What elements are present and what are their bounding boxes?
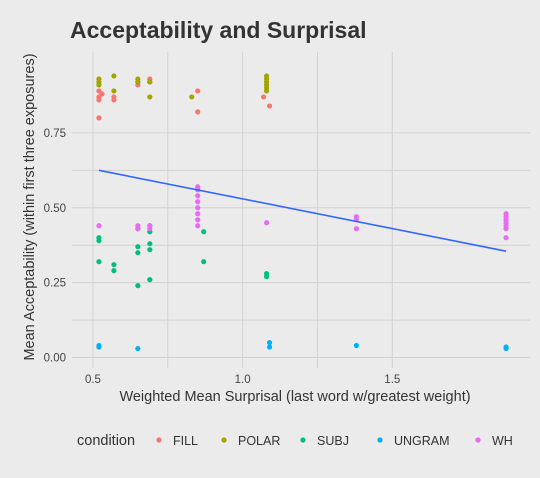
data-point-polar: [135, 79, 141, 85]
data-point-ungram: [135, 345, 141, 352]
data-point-subj: [111, 262, 117, 268]
data-point-polar: [111, 88, 117, 94]
legend-label-fill: FILL: [173, 434, 198, 448]
data-point-subj: [135, 283, 141, 289]
data-point-subj: [96, 259, 102, 265]
data-point-subj: [147, 241, 153, 247]
legend-key-polar: [221, 437, 227, 443]
legend-key-wh: [475, 437, 481, 443]
data-point-subj: [263, 274, 270, 280]
data-point-polar: [147, 94, 153, 100]
data-point-ungram: [266, 344, 273, 350]
legend-label-wh: WH: [492, 434, 513, 448]
data-point-subj: [135, 250, 141, 256]
data-point-fill: [99, 91, 105, 97]
data-point-polar: [263, 88, 270, 94]
data-point-wh: [263, 220, 270, 226]
x-tick-label: 1.0: [235, 374, 251, 386]
legend-key-subj: [300, 437, 306, 443]
data-point-subj: [201, 259, 207, 265]
data-point-fill: [260, 94, 267, 100]
data-point-polar: [189, 94, 195, 100]
legend: condition FILL POLAR SUBJ UNGRAM WH: [77, 433, 513, 449]
data-point-polar: [147, 79, 153, 85]
data-point-ungram: [266, 339, 273, 346]
trend-line: [98, 169, 507, 252]
data-point-wh: [195, 223, 201, 229]
data-point-wh: [135, 226, 141, 232]
y-tick-label: 0.00: [44, 353, 66, 365]
data-point-polar: [96, 82, 102, 88]
data-point-polar: [111, 73, 117, 79]
x-axis-title: Weighted Mean Surprisal (last word w/gre…: [119, 389, 470, 405]
legend-key-ungram: [377, 437, 383, 443]
data-point-fill: [96, 97, 102, 103]
data-point-subj: [147, 247, 153, 253]
data-point-wh: [195, 193, 201, 199]
data-point-subj: [147, 277, 153, 283]
data-point-fill: [111, 97, 117, 103]
y-tick-label: 0.50: [44, 203, 66, 215]
y-tick-label: 0.25: [44, 278, 66, 290]
data-point-wh: [195, 217, 201, 223]
chart-title: Acceptability and Surprisal: [70, 17, 367, 43]
data-point-wh: [353, 226, 359, 232]
legend-label-subj: SUBJ: [317, 434, 349, 448]
data-point-wh: [195, 205, 201, 211]
data-point-fill: [195, 109, 201, 115]
data-point-subj: [201, 229, 207, 235]
legend-title: condition: [77, 433, 135, 449]
plot-area: 0.5 1.0 1.5 0.00 0.25 0.50 0.75: [44, 52, 530, 386]
data-point-wh: [503, 235, 509, 241]
data-point-fill: [266, 103, 273, 109]
data-point-subj: [96, 238, 102, 244]
data-point-wh: [195, 199, 201, 205]
x-tick-label: 1.5: [384, 374, 400, 386]
legend-label-polar: POLAR: [238, 434, 280, 448]
data-point-wh: [147, 226, 153, 232]
data-point-ungram: [96, 344, 102, 350]
data-point-wh: [96, 223, 102, 229]
y-tick-label: 0.75: [44, 128, 66, 140]
legend-key-fill: [156, 437, 162, 443]
data-point-wh: [195, 211, 201, 217]
x-tick-label: 0.5: [85, 374, 101, 386]
data-point-subj: [135, 244, 141, 250]
data-point-ungram: [503, 345, 509, 352]
legend-label-ungram: UNGRAM: [394, 434, 450, 448]
data-point-fill: [96, 115, 102, 121]
data-point-fill: [195, 88, 201, 94]
y-axis-title: Mean Acceptability (within first three e…: [22, 53, 38, 360]
data-point-subj: [111, 268, 117, 274]
data-point-ungram: [353, 342, 359, 349]
data-point-wh: [503, 226, 509, 232]
